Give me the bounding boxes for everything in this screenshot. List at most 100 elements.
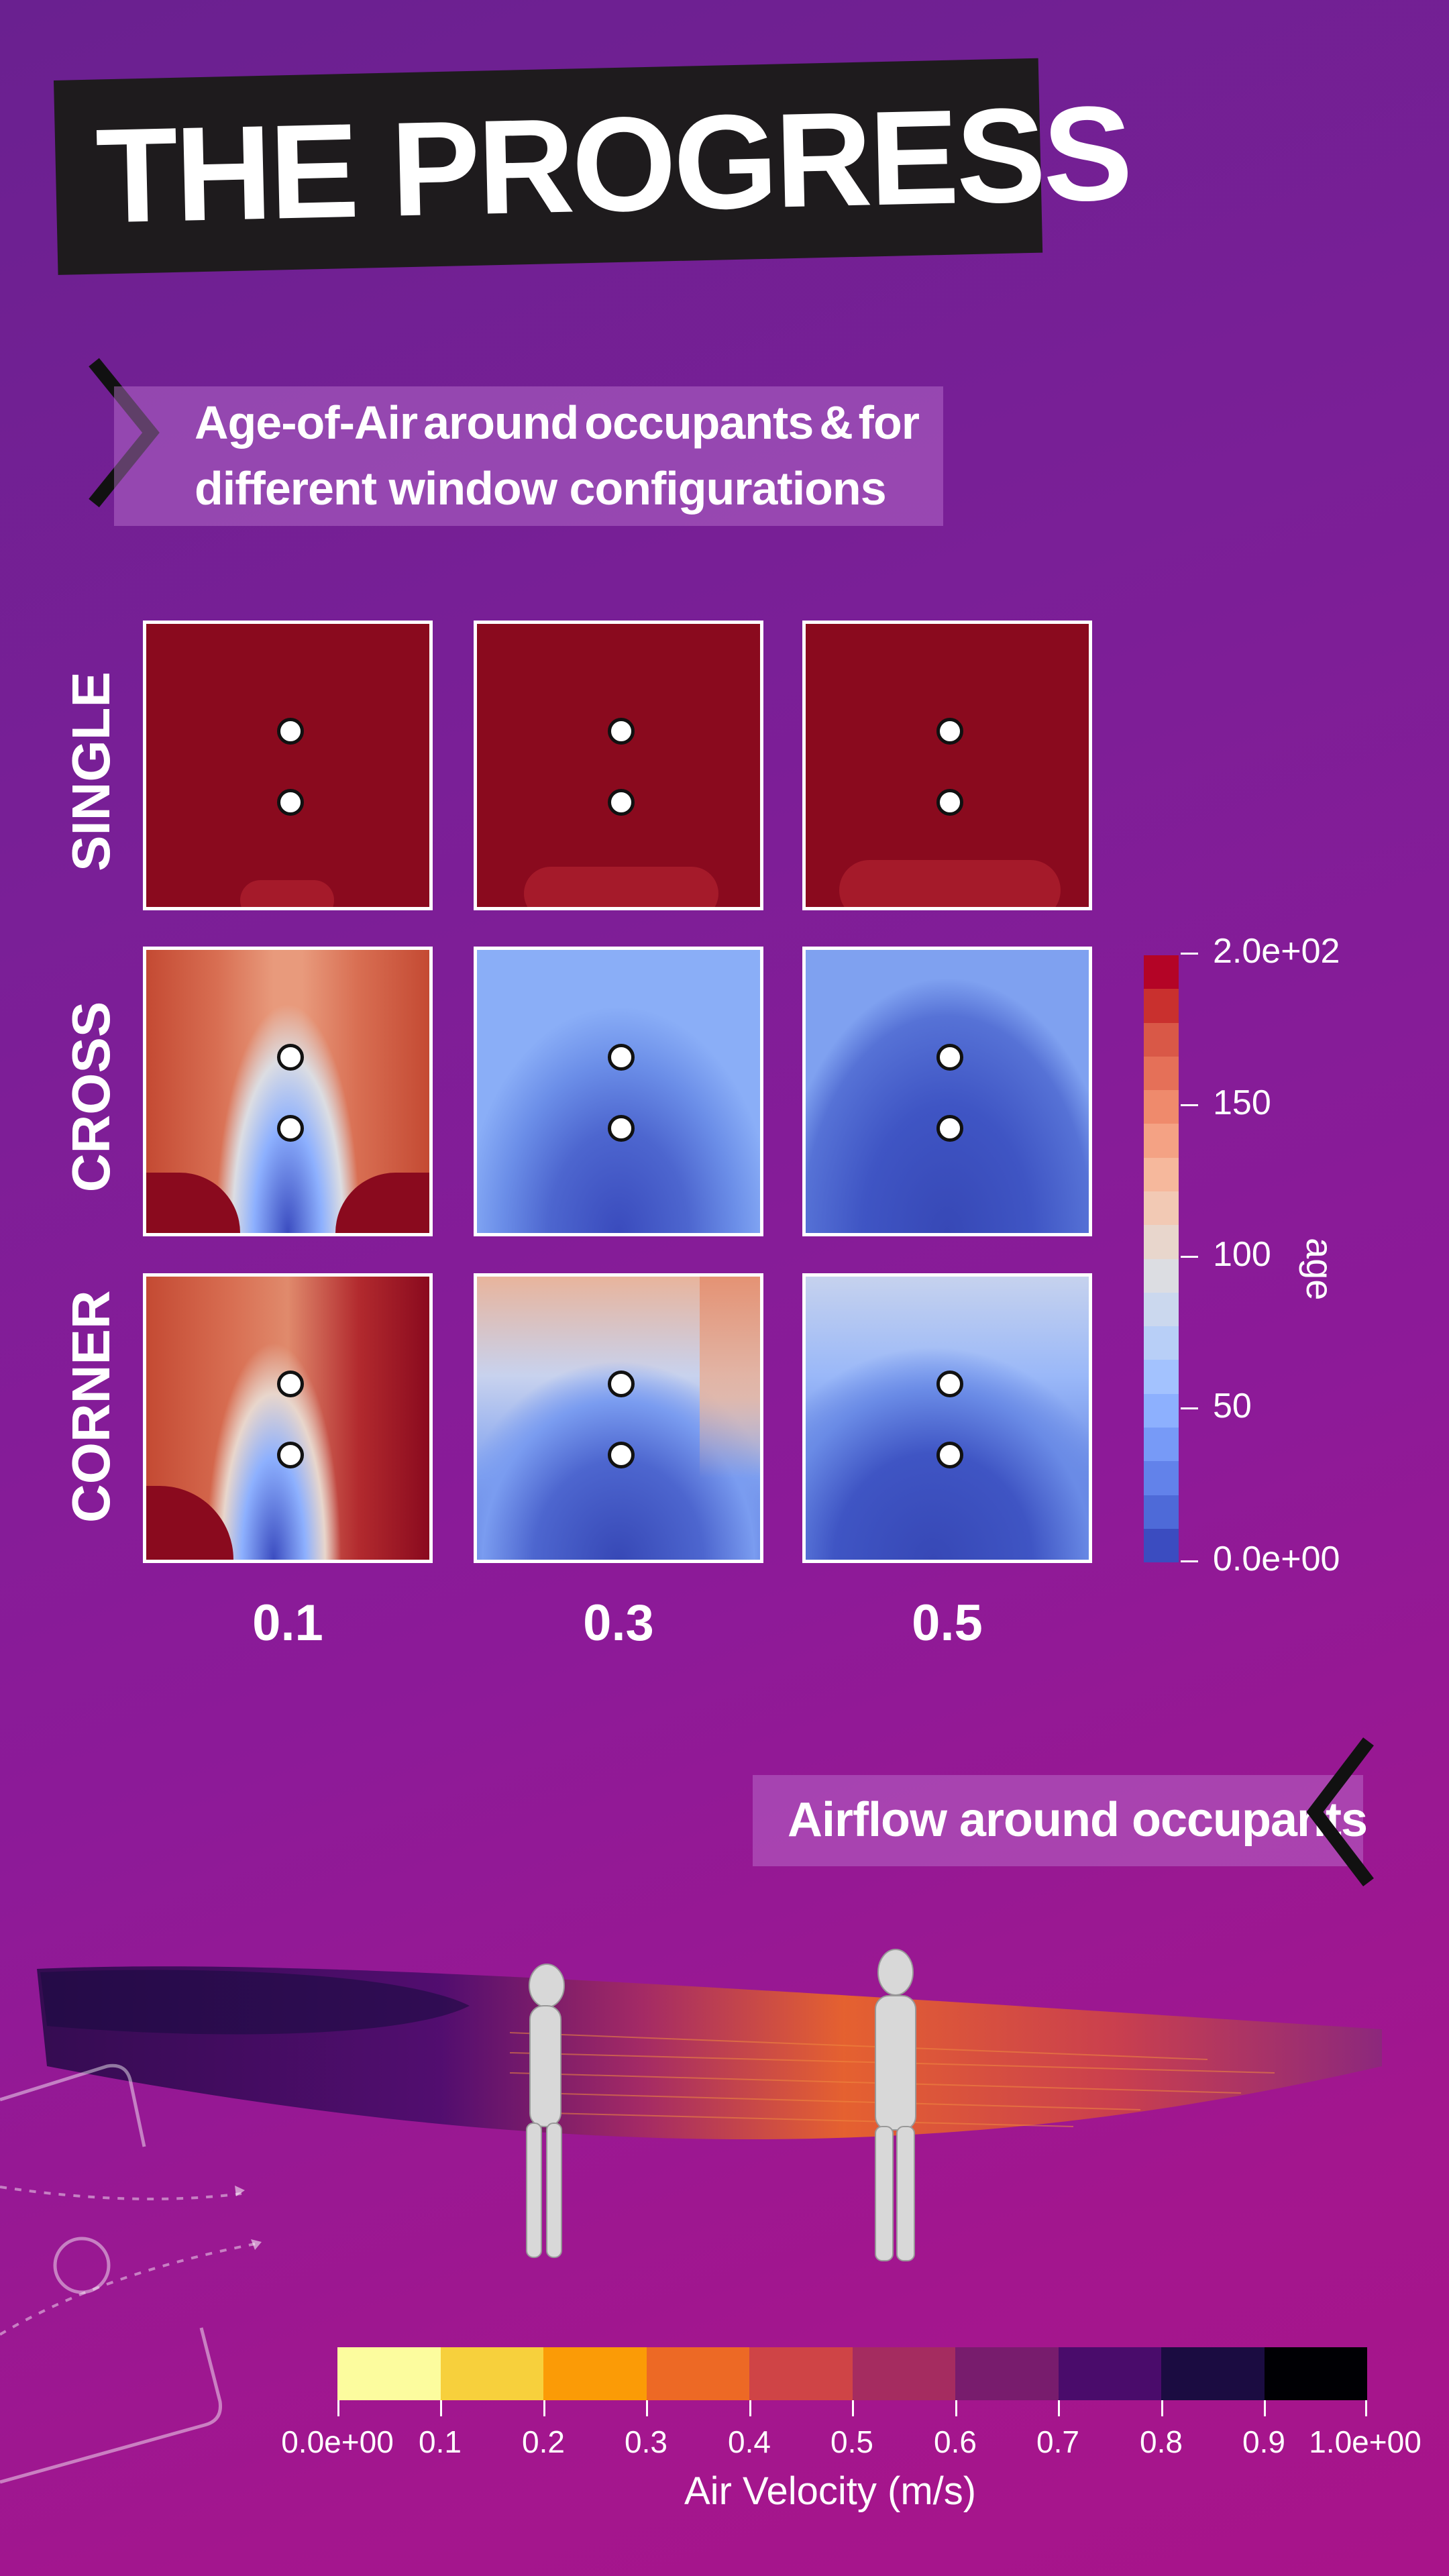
occupant-marker xyxy=(277,718,304,745)
panel-cross-0.1 xyxy=(143,947,433,1236)
label-word: around xyxy=(423,396,579,449)
velocity-colorbar-segment xyxy=(337,2347,441,2400)
section-label-airflow: Airflow around occupants xyxy=(753,1775,1368,1866)
airflow-visualization xyxy=(37,1949,1382,2261)
occupant-marker xyxy=(277,1371,304,1397)
velocity-colorbar-segment xyxy=(543,2347,647,2400)
occupant-marker xyxy=(936,718,963,745)
panel-single-0.1 xyxy=(143,621,433,910)
row-label-single: SINGLE xyxy=(61,672,121,871)
velocity-tick-mark xyxy=(543,2400,545,2416)
age-tick-mark xyxy=(1181,1256,1198,1258)
occupant-marker xyxy=(277,1115,304,1142)
occupant-marker xyxy=(608,1115,635,1142)
occupant-marker xyxy=(936,1115,963,1142)
age-colorbar-title: age xyxy=(1299,1238,1341,1301)
label-word: occupants xyxy=(584,396,814,449)
title-banner: THE PROGRESS xyxy=(54,58,1132,275)
velocity-tick-label: 0.7 xyxy=(1036,2424,1079,2459)
occupant-marker xyxy=(608,718,635,745)
age-colorbar-segment xyxy=(1144,989,1179,1023)
velocity-tick-mark xyxy=(955,2400,957,2416)
label-word: Age-of-Air xyxy=(195,396,418,449)
velocity-tick-label: 0.6 xyxy=(934,2424,977,2459)
velocity-colorbar-segment xyxy=(646,2347,749,2400)
panel-corner-0.3 xyxy=(474,1273,763,1563)
age-colorbar-segment xyxy=(1144,1191,1179,1226)
velocity-tick-label: 0.1 xyxy=(419,2424,462,2459)
row-label-corner: CORNER xyxy=(61,1290,121,1523)
occupant-marker xyxy=(608,1044,635,1071)
velocity-tick-mark xyxy=(337,2400,339,2416)
age-colorbar-segment xyxy=(1144,1427,1179,1462)
label-word: for xyxy=(858,396,920,449)
occupant-marker xyxy=(277,1044,304,1071)
velocity-colorbar-title: Air Velocity (m/s) xyxy=(684,2469,977,2513)
panel-single-0.5 xyxy=(802,621,1092,910)
panel-corner-0.1 xyxy=(143,1273,433,1563)
age-tick-label: 2.0e+02 xyxy=(1213,932,1340,971)
row-label-cross: CROSS xyxy=(61,1001,121,1193)
chevron-left-icon xyxy=(1306,1737,1374,1887)
age-colorbar-segment xyxy=(1144,1056,1179,1091)
age-colorbar-segment xyxy=(1144,1360,1179,1394)
velocity-tick-mark xyxy=(1264,2400,1266,2416)
panel-cross-0.3 xyxy=(474,947,763,1236)
age-colorbar-segment xyxy=(1144,1461,1179,1495)
age-colorbar-segment xyxy=(1144,1495,1179,1529)
velocity-colorbar-segment xyxy=(749,2347,853,2400)
velocity-tick-mark xyxy=(852,2400,854,2416)
velocity-tick-label: 0.4 xyxy=(728,2424,771,2459)
age-colorbar-segment xyxy=(1144,1258,1179,1293)
col-label-0.1: 0.1 xyxy=(252,1595,323,1652)
velocity-tick-label: 0.5 xyxy=(830,2424,873,2459)
age-tick-mark xyxy=(1181,1560,1198,1562)
occupant-marker xyxy=(608,1371,635,1397)
col-label-0.3: 0.3 xyxy=(583,1595,654,1652)
occupant-marker xyxy=(936,1044,963,1071)
velocity-colorbar-segment xyxy=(1264,2347,1367,2400)
occupant-marker xyxy=(608,1442,635,1468)
velocity-colorbar-segment xyxy=(440,2347,543,2400)
velocity-tick-mark xyxy=(646,2400,648,2416)
age-colorbar-segment xyxy=(1144,1326,1179,1360)
velocity-tick-mark xyxy=(1161,2400,1163,2416)
section-label-line2: different window configurations xyxy=(195,462,887,515)
velocity-tick-label: 0.3 xyxy=(625,2424,667,2459)
section-label-age-of-air: Age-of-Air around occupants & for differ… xyxy=(114,386,943,526)
velocity-tick-label: 0.2 xyxy=(522,2424,565,2459)
velocity-colorbar xyxy=(337,2347,1367,2400)
age-tick-label: 0.0e+00 xyxy=(1213,1540,1340,1578)
age-colorbar-segment xyxy=(1144,955,1179,989)
velocity-tick-label: 0.8 xyxy=(1140,2424,1183,2459)
section-label-line1: Age-of-Air around occupants & for xyxy=(195,396,920,449)
age-tick-mark xyxy=(1181,953,1198,955)
age-colorbar-segment xyxy=(1144,1393,1179,1428)
age-tick-label: 150 xyxy=(1213,1083,1271,1122)
age-tick-label: 50 xyxy=(1213,1387,1252,1426)
age-colorbar xyxy=(1144,955,1179,1563)
occupant-marker xyxy=(936,1371,963,1397)
occupant-marker xyxy=(936,789,963,816)
age-tick-mark xyxy=(1181,1407,1198,1409)
label-word: & xyxy=(819,396,853,449)
occupant-marker xyxy=(936,1442,963,1468)
velocity-colorbar-segment xyxy=(955,2347,1059,2400)
page-title: THE PROGRESS xyxy=(94,78,1132,252)
age-colorbar-segment xyxy=(1144,1292,1179,1327)
age-colorbar-segment xyxy=(1144,1090,1179,1124)
age-colorbar-segment xyxy=(1144,1022,1179,1057)
velocity-tick-mark xyxy=(1058,2400,1060,2416)
chevron-right-icon xyxy=(89,358,160,508)
age-tick-label: 100 xyxy=(1213,1235,1271,1274)
velocity-colorbar-segment xyxy=(1058,2347,1161,2400)
occupant-marker xyxy=(608,789,635,816)
velocity-tick-label: 1.0e+00 xyxy=(1309,2424,1421,2459)
panel-single-0.3 xyxy=(474,621,763,910)
age-colorbar-segment xyxy=(1144,1124,1179,1158)
occupant-figure-left xyxy=(526,1964,565,2258)
velocity-tick-mark xyxy=(1365,2400,1367,2416)
velocity-colorbar-segment xyxy=(852,2347,955,2400)
age-colorbar-segment xyxy=(1144,1225,1179,1259)
panel-cross-0.5 xyxy=(802,947,1092,1236)
